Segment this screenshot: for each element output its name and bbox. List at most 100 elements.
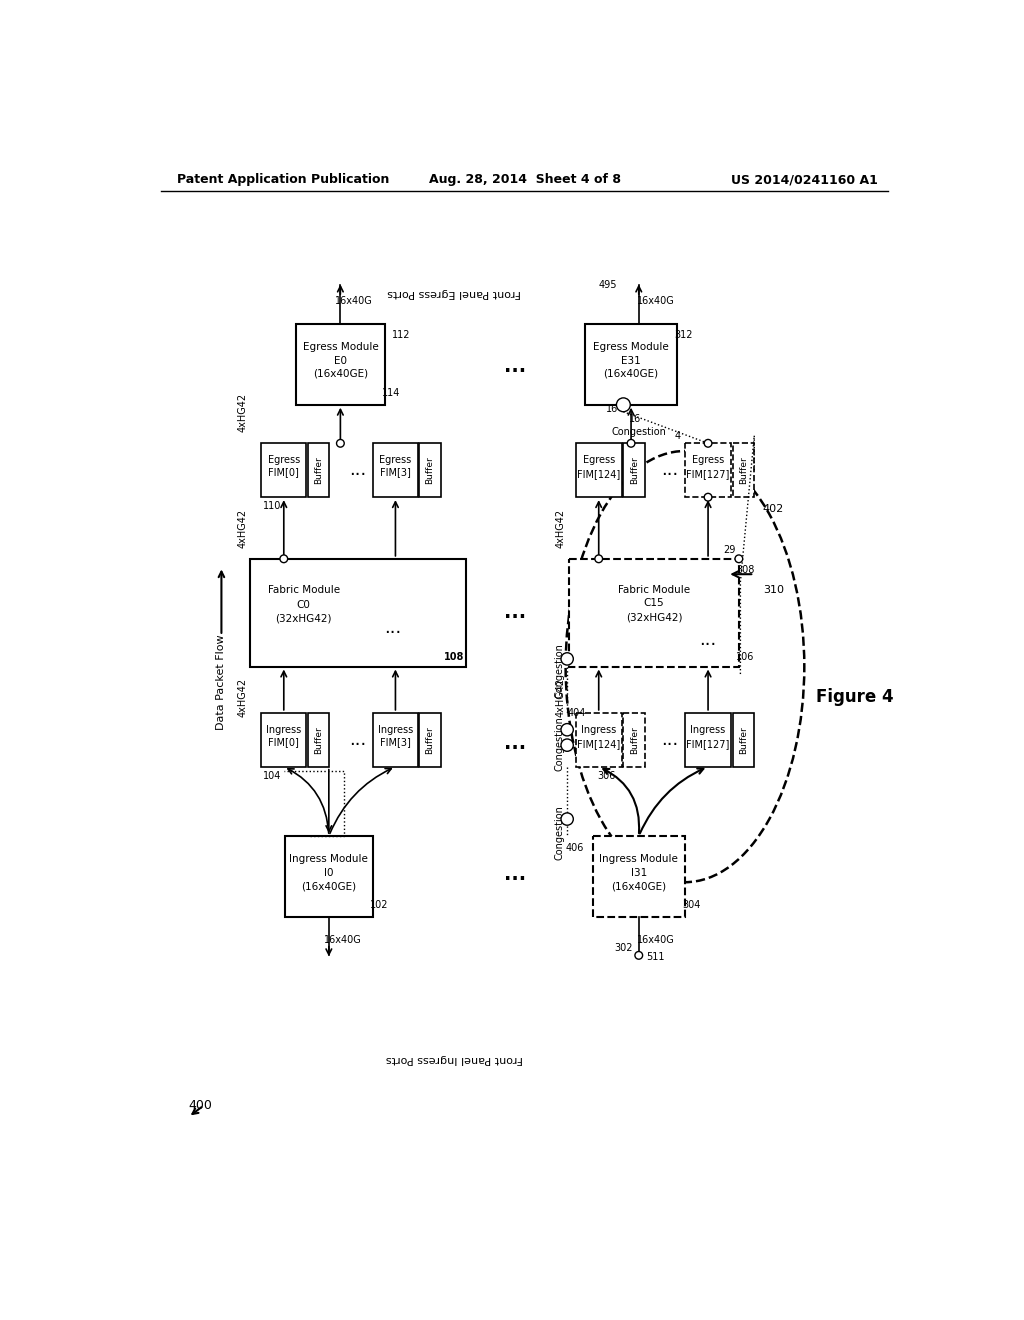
Bar xyxy=(250,558,466,667)
Text: 306: 306 xyxy=(597,771,615,781)
Text: ...: ... xyxy=(349,731,367,748)
Text: ...: ... xyxy=(349,461,367,479)
Text: 308: 308 xyxy=(736,565,755,576)
Text: FIM[124]: FIM[124] xyxy=(578,739,621,748)
Text: US 2014/0241160 A1: US 2014/0241160 A1 xyxy=(730,173,878,186)
Text: 495: 495 xyxy=(599,280,617,290)
Text: Ingress: Ingress xyxy=(581,725,616,735)
Text: Congestion: Congestion xyxy=(554,717,564,771)
Text: Ingress Module: Ingress Module xyxy=(599,854,678,865)
Text: Buffer: Buffer xyxy=(426,726,434,754)
Text: 0: 0 xyxy=(564,655,569,664)
Bar xyxy=(261,713,306,767)
Text: (32xHG42): (32xHG42) xyxy=(626,612,682,622)
Bar xyxy=(261,444,306,498)
Bar xyxy=(733,713,755,767)
Text: Buffer: Buffer xyxy=(314,457,323,484)
Text: Congestion: Congestion xyxy=(611,426,667,437)
Text: FIM[127]: FIM[127] xyxy=(686,469,730,479)
Text: C15: C15 xyxy=(644,598,665,609)
Bar xyxy=(585,323,677,405)
Text: Fabric Module: Fabric Module xyxy=(618,585,690,594)
Text: Front Panel Egress Ports: Front Panel Egress Ports xyxy=(387,288,521,298)
Text: (16x40GE): (16x40GE) xyxy=(312,370,368,379)
Text: 16x40G: 16x40G xyxy=(637,935,675,945)
Text: Fabric Module: Fabric Module xyxy=(267,585,340,594)
Text: Buffer: Buffer xyxy=(739,457,748,484)
Text: 4xHG42: 4xHG42 xyxy=(555,508,565,548)
Bar xyxy=(419,713,441,767)
Text: E31: E31 xyxy=(622,356,641,366)
Text: Buffer: Buffer xyxy=(426,457,434,484)
Circle shape xyxy=(561,723,573,737)
Circle shape xyxy=(735,554,742,562)
Text: 0: 0 xyxy=(564,814,569,824)
Text: Buffer: Buffer xyxy=(630,457,639,484)
Text: 302: 302 xyxy=(614,942,633,953)
Text: Egress: Egress xyxy=(267,455,300,465)
Circle shape xyxy=(561,813,573,825)
Circle shape xyxy=(595,554,602,562)
Text: (16x40GE): (16x40GE) xyxy=(603,370,658,379)
Text: ...: ... xyxy=(384,619,401,638)
Text: 4: 4 xyxy=(674,430,680,441)
Text: Ingress: Ingress xyxy=(266,725,301,735)
Text: 108: 108 xyxy=(443,652,464,663)
Text: Ingress: Ingress xyxy=(378,725,413,735)
Text: 102: 102 xyxy=(370,900,388,911)
Text: 0: 0 xyxy=(564,725,569,734)
Text: FIM[3]: FIM[3] xyxy=(380,467,411,478)
Text: Egress Module: Egress Module xyxy=(593,342,669,352)
Text: 304: 304 xyxy=(682,900,700,911)
Text: 4xHG42: 4xHG42 xyxy=(238,678,247,717)
Text: Buffer: Buffer xyxy=(739,726,748,754)
Text: Aug. 28, 2014  Sheet 4 of 8: Aug. 28, 2014 Sheet 4 of 8 xyxy=(429,173,621,186)
Text: 110: 110 xyxy=(263,502,282,511)
Bar xyxy=(685,713,731,767)
Circle shape xyxy=(635,952,643,960)
Bar xyxy=(685,444,731,498)
Text: Figure 4: Figure 4 xyxy=(815,689,893,706)
Bar xyxy=(624,444,645,498)
Text: 106: 106 xyxy=(736,652,755,663)
Text: 16: 16 xyxy=(605,404,617,413)
Text: 310: 310 xyxy=(763,585,784,594)
Text: ...: ... xyxy=(660,731,678,748)
Text: C0: C0 xyxy=(297,601,310,610)
Bar xyxy=(373,713,418,767)
Text: FIM[127]: FIM[127] xyxy=(686,739,730,748)
Text: I31: I31 xyxy=(631,869,647,878)
Bar xyxy=(419,444,441,498)
Bar xyxy=(296,323,385,405)
Text: (32xHG42): (32xHG42) xyxy=(275,614,332,624)
Text: ...: ... xyxy=(660,461,678,479)
Text: 4xHG42: 4xHG42 xyxy=(238,508,247,548)
Text: Congestion: Congestion xyxy=(554,643,564,698)
Text: Congestion: Congestion xyxy=(554,805,564,859)
Circle shape xyxy=(705,440,712,447)
Bar xyxy=(575,713,622,767)
Text: Ingress: Ingress xyxy=(690,725,726,735)
Text: (16x40GE): (16x40GE) xyxy=(301,880,356,891)
Text: Egress Module: Egress Module xyxy=(302,342,378,352)
Text: 406: 406 xyxy=(565,842,584,853)
Text: Egress: Egress xyxy=(692,455,724,465)
Text: 16x40G: 16x40G xyxy=(336,296,373,306)
Text: E0: E0 xyxy=(334,356,347,366)
Text: ...: ... xyxy=(505,865,526,884)
Text: FIM[0]: FIM[0] xyxy=(268,737,299,747)
Text: ...: ... xyxy=(505,734,526,754)
Text: Front Panel Ingress Ports: Front Panel Ingress Ports xyxy=(385,1055,522,1064)
Text: I0: I0 xyxy=(324,869,334,878)
Bar xyxy=(624,713,645,767)
Text: 16x40G: 16x40G xyxy=(324,935,361,945)
Text: 402: 402 xyxy=(763,504,784,513)
Text: ...: ... xyxy=(505,356,526,376)
Circle shape xyxy=(337,440,344,447)
Text: ...: ... xyxy=(505,603,526,622)
Bar xyxy=(575,444,622,498)
Text: 0: 0 xyxy=(621,400,626,409)
Text: 2: 2 xyxy=(564,741,569,750)
Text: Data Packet Flow: Data Packet Flow xyxy=(216,634,226,730)
Circle shape xyxy=(616,397,631,412)
